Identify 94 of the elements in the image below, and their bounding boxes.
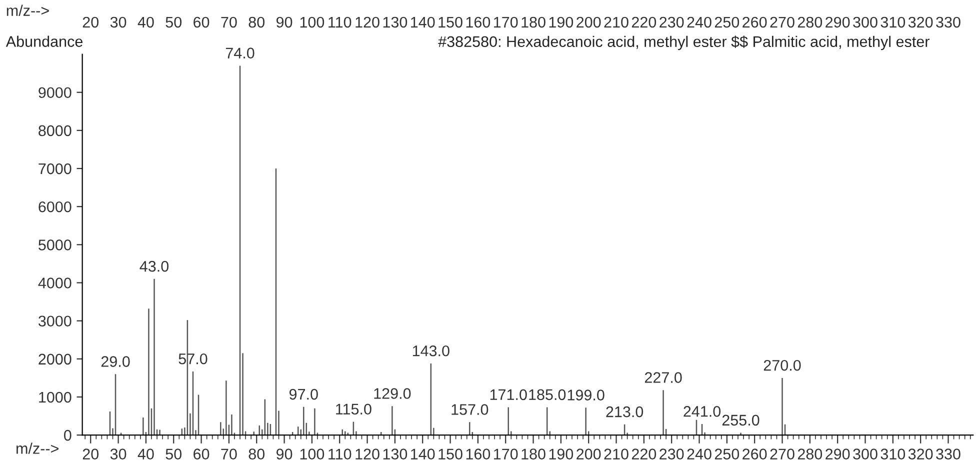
x-tick-label: 140 (411, 16, 435, 28)
y-tick-label: 4000 (38, 278, 72, 288)
x-tick-label: 310 (880, 16, 906, 28)
x2-tick-label: 70 (221, 448, 237, 460)
x-tick-label: 130 (383, 16, 408, 28)
x-tick-label: 120 (356, 16, 380, 28)
x-tick-label: 200 (576, 16, 601, 28)
x-tick-label: 110 (328, 16, 352, 28)
x-tick-label: 100 (300, 16, 324, 28)
x2-tick-label: 180 (522, 448, 546, 460)
x-tick-label: 30 (110, 16, 126, 28)
x2-tick-label: 270 (770, 448, 794, 460)
x-tick-label: 260 (742, 16, 767, 28)
x-tick-label: 60 (194, 16, 210, 28)
x-tick-label: 40 (138, 16, 154, 28)
x2-tick-label: 290 (826, 448, 850, 460)
annotation: 171.0 (490, 389, 527, 400)
annotation: 115.0 (336, 404, 372, 415)
x-axis-title: m/z--> (16, 442, 58, 454)
y-tick-label: 1000 (39, 392, 72, 403)
annotation: 270.0 (764, 360, 801, 371)
x2-tick-label: 280 (798, 448, 822, 460)
x2-tick-label: 160 (466, 448, 490, 460)
annotation: 157.0 (452, 404, 488, 415)
x2-tick-label: 210 (604, 448, 628, 460)
x2-tick-label: 150 (438, 448, 462, 460)
chart-title: #382580: Hexadecanoic acid, methyl ester $$ Palmitic acid, methyl ester (438, 36, 930, 50)
x2-tick-label: 50 (166, 448, 182, 460)
x-tick-label: 290 (826, 16, 850, 28)
x2-tick-label: 40 (138, 448, 154, 460)
annotation: 43.0 (140, 260, 169, 272)
x-tick-label: 190 (549, 16, 574, 28)
annotation: 227.0 (644, 372, 682, 383)
x-tick-label: 240 (687, 16, 712, 28)
x2-tick-label: 80 (248, 448, 265, 460)
x2-tick-label: 30 (110, 448, 126, 460)
x2-tick-label: 90 (276, 448, 292, 460)
x2-tick-label: 220 (632, 448, 656, 460)
x2-tick-label: 190 (549, 448, 574, 460)
x2-tick-label: 310 (880, 448, 906, 460)
x-tick-label: 250 (714, 16, 740, 28)
x2-tick-label: 200 (576, 448, 601, 460)
x-tick-label: 160 (466, 16, 490, 28)
y-tick-label: 0 (64, 430, 72, 441)
annotation: 255.0 (722, 414, 760, 426)
annotation: 199.0 (568, 390, 604, 400)
x2-tick-label: 60 (194, 448, 210, 460)
x2-tick-label: 130 (383, 448, 408, 460)
x-tick-label: 230 (660, 16, 684, 28)
annotation: 143.0 (412, 345, 450, 356)
x-tick-label: 20 (82, 16, 99, 28)
x2-tick-label: 20 (82, 448, 99, 460)
x-tick-label: 270 (770, 16, 794, 28)
x2-tick-label: 320 (908, 448, 933, 460)
y-tick-label: 5000 (38, 240, 72, 250)
x-tick-label: 70 (221, 16, 237, 28)
x2-tick-label: 100 (300, 448, 324, 460)
y-tick-label: 8000 (38, 125, 72, 136)
y-tick-label: 3000 (38, 316, 72, 327)
x2-tick-label: 250 (714, 448, 740, 460)
y-tick-label: 6000 (38, 201, 72, 212)
x2-tick-label: 140 (411, 448, 435, 460)
x2-tick-label: 170 (494, 448, 518, 460)
y-tick-label: 9000 (38, 87, 72, 98)
annotation: 185.0 (529, 389, 566, 400)
x2-tick-label: 230 (660, 448, 684, 460)
x2-tick-label: 240 (687, 448, 712, 460)
x-tick-label: 280 (798, 16, 822, 28)
x2-tick-label: 330 (936, 448, 960, 460)
annotation: 97.0 (289, 388, 318, 400)
annotation: 213.0 (606, 406, 644, 418)
y-axis-title: Abundance (6, 36, 83, 47)
x-tick-label: 80 (248, 16, 265, 28)
x2-tick-label: 110 (328, 448, 352, 460)
x-tick-label: 320 (908, 16, 933, 28)
x-tick-label: 50 (166, 16, 182, 28)
annotation: 241.0 (684, 406, 721, 417)
x-tick-label: 170 (494, 16, 518, 28)
x2-tick-label: 120 (356, 448, 380, 460)
y-tick-label: 2000 (38, 354, 72, 365)
x2-tick-label: 300 (853, 448, 878, 460)
x-tick-label: 330 (936, 16, 960, 28)
y-tick-label: 7000 (38, 163, 72, 174)
x-tick-label: 300 (853, 16, 878, 28)
x-tick-label: 150 (438, 16, 462, 28)
x2-tick-label: 260 (742, 448, 767, 460)
x-tick-label: 210 (604, 16, 628, 28)
annotation: 74.0 (226, 48, 254, 58)
annotation: 29.0 (101, 356, 130, 367)
x-tick-label: 180 (522, 16, 546, 28)
x2-axis-title: m/z--> (6, 4, 49, 16)
x-tick-label: 90 (276, 16, 292, 28)
x-tick-label: 220 (632, 16, 656, 28)
annotation: 129.0 (374, 388, 411, 399)
